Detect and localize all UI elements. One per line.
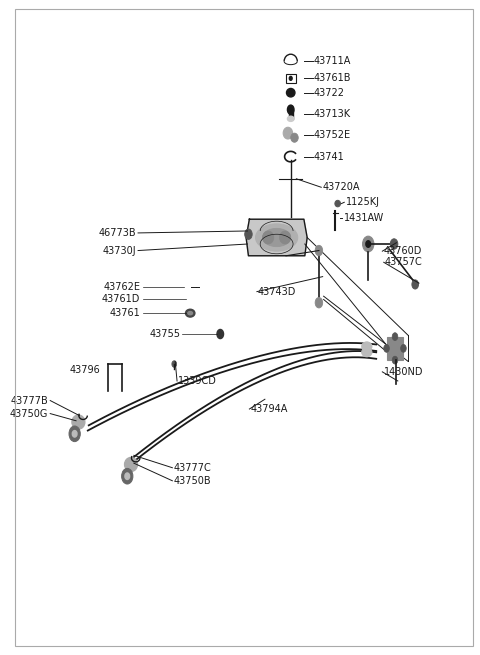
Circle shape [384, 345, 389, 352]
Text: 43741: 43741 [313, 151, 344, 162]
Text: 1430ND: 1430ND [384, 367, 423, 377]
Ellipse shape [288, 105, 294, 114]
Circle shape [121, 468, 133, 484]
Circle shape [392, 356, 398, 364]
Bar [286, 74, 296, 83]
Text: 43796: 43796 [70, 365, 100, 375]
Text: 43761B: 43761B [313, 73, 351, 83]
Bar [386, 337, 404, 360]
Circle shape [315, 246, 323, 255]
Text: 46773B: 46773B [98, 228, 136, 238]
Circle shape [315, 297, 323, 308]
Circle shape [289, 77, 292, 81]
Text: 43743D: 43743D [258, 287, 296, 297]
Text: 43752E: 43752E [313, 130, 350, 140]
Circle shape [412, 280, 419, 289]
Text: 43730J: 43730J [102, 246, 136, 255]
Ellipse shape [283, 127, 293, 139]
Text: 1431AW: 1431AW [344, 213, 384, 223]
Text: 43757C: 43757C [384, 257, 422, 267]
Text: 1339CD: 1339CD [178, 376, 217, 386]
Ellipse shape [263, 231, 274, 244]
Ellipse shape [335, 200, 340, 207]
Circle shape [245, 229, 252, 240]
Ellipse shape [288, 116, 294, 121]
Text: 43760D: 43760D [384, 246, 422, 256]
Ellipse shape [172, 361, 177, 367]
Circle shape [390, 239, 398, 250]
Text: 43761D: 43761D [102, 295, 141, 305]
Circle shape [401, 345, 406, 352]
Text: 43777B: 43777B [10, 396, 48, 405]
Circle shape [69, 426, 80, 441]
Ellipse shape [279, 231, 291, 244]
Ellipse shape [263, 229, 291, 247]
Polygon shape [246, 219, 307, 255]
Text: 43750B: 43750B [173, 476, 211, 486]
Ellipse shape [361, 348, 372, 357]
Ellipse shape [185, 309, 195, 317]
Ellipse shape [124, 457, 138, 472]
Circle shape [125, 473, 130, 479]
Text: 43720A: 43720A [323, 182, 360, 193]
Circle shape [72, 430, 77, 437]
Circle shape [392, 333, 398, 341]
Text: 1125KJ: 1125KJ [346, 197, 380, 207]
Ellipse shape [291, 133, 298, 142]
Text: 43777C: 43777C [173, 462, 211, 473]
Text: 43750G: 43750G [10, 409, 48, 419]
Text: 43762E: 43762E [103, 282, 141, 292]
Circle shape [366, 241, 371, 248]
Ellipse shape [188, 312, 192, 315]
Circle shape [362, 236, 374, 252]
Text: 43755: 43755 [149, 329, 180, 339]
Text: 43722: 43722 [313, 88, 344, 98]
Circle shape [217, 329, 224, 339]
Bar [289, 109, 293, 119]
Text: 43794A: 43794A [251, 404, 288, 414]
Ellipse shape [361, 342, 372, 351]
Ellipse shape [287, 88, 295, 97]
Text: 43713K: 43713K [313, 109, 350, 119]
Ellipse shape [72, 415, 85, 429]
Text: 43711A: 43711A [313, 56, 351, 66]
Ellipse shape [255, 224, 298, 251]
Text: 43761: 43761 [109, 308, 141, 318]
